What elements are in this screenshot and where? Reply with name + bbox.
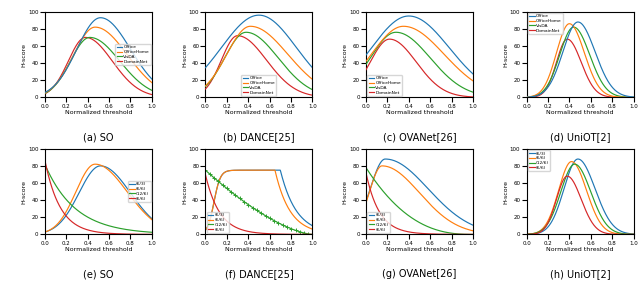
Text: (c) OVANet[26]: (c) OVANet[26]	[383, 132, 456, 142]
Y-axis label: H-score: H-score	[22, 42, 27, 67]
Text: (a) SO: (a) SO	[83, 132, 113, 142]
Text: (g) OVANet[26]: (g) OVANet[26]	[382, 269, 457, 279]
X-axis label: Normalized threshold: Normalized threshold	[547, 110, 614, 115]
X-axis label: Normalized threshold: Normalized threshold	[225, 247, 292, 252]
Y-axis label: H-score: H-score	[504, 42, 508, 67]
Text: (d) UniOT[2]: (d) UniOT[2]	[550, 132, 611, 142]
X-axis label: Normalized threshold: Normalized threshold	[547, 247, 614, 252]
Y-axis label: H-score: H-score	[182, 180, 188, 204]
Legend: Office, OfficeHome, VisDA, DomainNet: Office, OfficeHome, VisDA, DomainNet	[528, 13, 563, 34]
X-axis label: Normalized threshold: Normalized threshold	[386, 110, 453, 115]
Y-axis label: H-score: H-score	[343, 42, 348, 67]
Y-axis label: H-score: H-score	[343, 180, 348, 204]
Legend: Office, OfficeHome, VisDA, DomainNet: Office, OfficeHome, VisDA, DomainNet	[367, 75, 403, 96]
Legend: (6/3), (6/6), (12/6), (6/6): (6/3), (6/6), (12/6), (6/6)	[207, 212, 229, 233]
Legend: Office, OfficeHome, VisDA, DomainNet: Office, OfficeHome, VisDA, DomainNet	[241, 75, 276, 96]
Text: (f) DANCE[25]: (f) DANCE[25]	[225, 269, 293, 279]
Text: (e) SO: (e) SO	[83, 269, 113, 279]
Legend: Office, OfficeHome, VisDA, DomainNet: Office, OfficeHome, VisDA, DomainNet	[115, 44, 150, 65]
Legend: (6/3), (6/6), (12/6), (6/6): (6/3), (6/6), (12/6), (6/6)	[528, 150, 550, 171]
Y-axis label: H-score: H-score	[182, 42, 188, 67]
X-axis label: Normalized threshold: Normalized threshold	[225, 110, 292, 115]
Y-axis label: H-score: H-score	[22, 180, 27, 204]
Y-axis label: H-score: H-score	[504, 180, 508, 204]
X-axis label: Normalized threshold: Normalized threshold	[386, 247, 453, 252]
Text: (b) DANCE[25]: (b) DANCE[25]	[223, 132, 295, 142]
X-axis label: Normalized threshold: Normalized threshold	[65, 110, 132, 115]
Legend: (6/3), (6/6), (12/6), (6/6): (6/3), (6/6), (12/6), (6/6)	[128, 181, 150, 202]
Text: (h) UniOT[2]: (h) UniOT[2]	[550, 269, 611, 279]
Legend: (6/3), (6/6), (12/6), (6/6): (6/3), (6/6), (12/6), (6/6)	[367, 212, 390, 233]
X-axis label: Normalized threshold: Normalized threshold	[65, 247, 132, 252]
